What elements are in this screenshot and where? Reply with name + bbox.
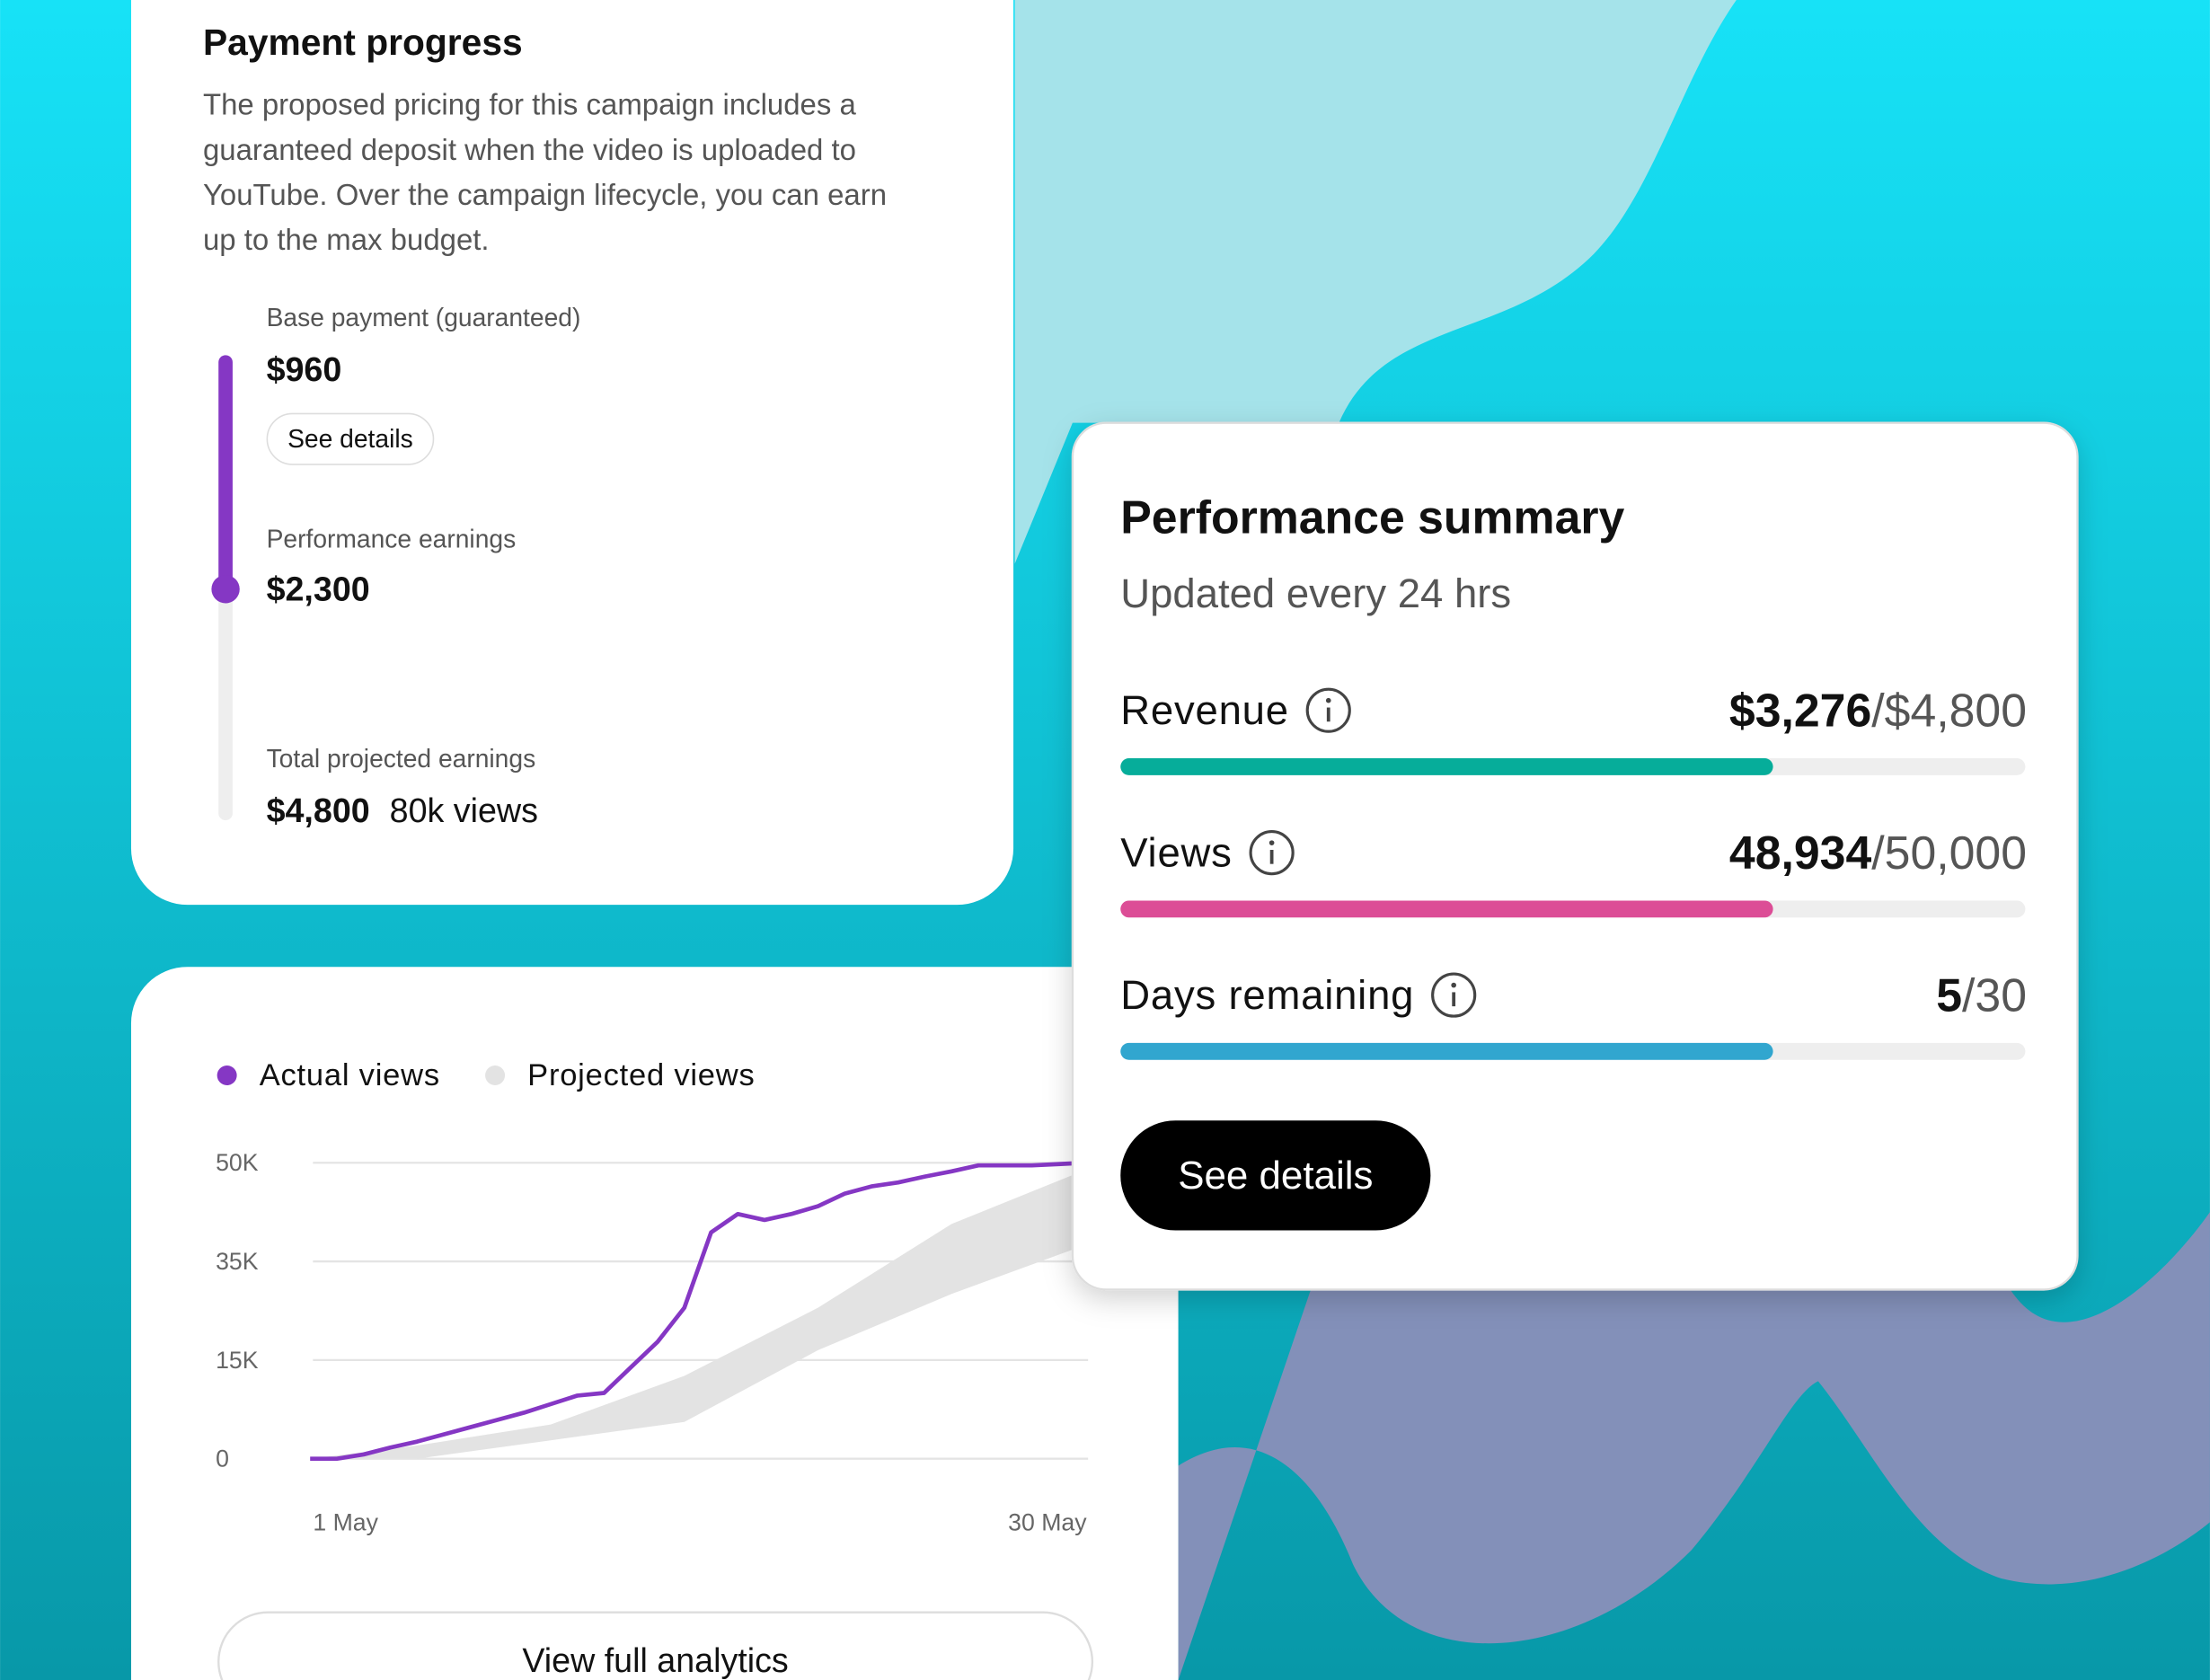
y-tick-label: 35K xyxy=(216,1248,259,1275)
description-line: guaranteed deposit when the video is upl… xyxy=(203,133,856,166)
step-label: Base payment (guaranteed) xyxy=(267,303,581,332)
info-icon xyxy=(1431,972,1477,1018)
metric-value: 5/30 xyxy=(1936,969,2027,1021)
value: $3,276 xyxy=(1729,685,1871,737)
amount: $4,800 xyxy=(267,791,370,829)
progress-fill xyxy=(218,355,233,589)
metric-label: Days remaining xyxy=(1120,972,1414,1018)
total: /$4,800 xyxy=(1871,685,2027,737)
card-title: Performance summary xyxy=(1120,491,1624,544)
value: 48,934 xyxy=(1729,827,1872,879)
card xyxy=(130,967,1179,1680)
button-label: View full analytics xyxy=(522,1641,788,1679)
legend-dot xyxy=(217,1065,237,1085)
info-icon xyxy=(1305,687,1351,733)
card-title: Payment progress xyxy=(203,22,523,63)
card xyxy=(130,0,1014,906)
info-icon xyxy=(1249,830,1295,876)
payment-card: Payment progress The proposed pricing fo… xyxy=(130,0,1014,906)
info-dot xyxy=(1269,840,1275,845)
analytics-button[interactable]: View full analytics xyxy=(217,1611,1094,1680)
step-label: Performance earnings xyxy=(267,524,517,553)
details-button[interactable]: See details xyxy=(266,412,435,465)
total: /50,000 xyxy=(1871,827,2027,879)
x-tick-label: 1 May xyxy=(313,1508,378,1535)
actual-line xyxy=(310,1160,1086,1462)
bar-fill xyxy=(1120,900,1773,918)
value: 5 xyxy=(1936,969,1962,1021)
chart-card: 0 15K 35K 50K 1 May 30 May Actual views Project… xyxy=(130,967,1179,1680)
button-label: See details xyxy=(1178,1154,1373,1198)
performance-card: Performance summary Updated every 24 hrs… xyxy=(1071,421,2079,1291)
step-amount: $2,300 xyxy=(267,570,370,608)
button-outline xyxy=(217,1611,1094,1680)
button-outline xyxy=(266,412,435,465)
info-dot xyxy=(1325,697,1331,703)
metric-value: 48,934/50,000 xyxy=(1729,827,2027,879)
metric-label: Revenue xyxy=(1120,687,1289,733)
y-tick-label: 15K xyxy=(216,1347,259,1374)
y-tick-label: 0 xyxy=(216,1446,229,1472)
legend-label: Projected views xyxy=(527,1058,755,1092)
button-label: See details xyxy=(287,424,413,453)
metric-label: Views xyxy=(1120,830,1232,876)
info-dot xyxy=(1451,982,1456,988)
button-bg xyxy=(1120,1120,1431,1231)
background-wave xyxy=(1178,1212,2210,1680)
legend-label: Actual views xyxy=(260,1058,440,1092)
details-button[interactable]: See details xyxy=(1120,1120,1431,1231)
description-line: YouTube. Over the campaign lifecycle, yo… xyxy=(203,178,887,211)
step-amount: $960 xyxy=(267,350,342,388)
description-line: up to the max budget. xyxy=(203,223,490,256)
legend-dot xyxy=(485,1065,506,1085)
progress-dot xyxy=(211,575,240,604)
metrics: Revenue $3,276/$4,800 Views 48,934/50,000 Da… xyxy=(1120,685,2027,1060)
metric-value: $3,276/$4,800 xyxy=(1729,685,2027,737)
description-line: The proposed pricing for this campaign i… xyxy=(203,88,857,121)
x-tick-label: 30 May xyxy=(1008,1508,1087,1535)
y-tick-label: 50K xyxy=(216,1149,259,1176)
card xyxy=(1071,421,2079,1291)
projected-band xyxy=(310,1170,1086,1459)
total: /30 xyxy=(1962,969,2027,1021)
bar-fill xyxy=(1120,758,1773,775)
step-label: Total projected earnings xyxy=(267,744,536,773)
bar-fill xyxy=(1120,1042,1773,1060)
note: 80k views xyxy=(390,791,538,829)
card-subtitle: Updated every 24 hrs xyxy=(1120,570,1511,616)
step-amount: $4,800 80k views xyxy=(267,791,538,829)
